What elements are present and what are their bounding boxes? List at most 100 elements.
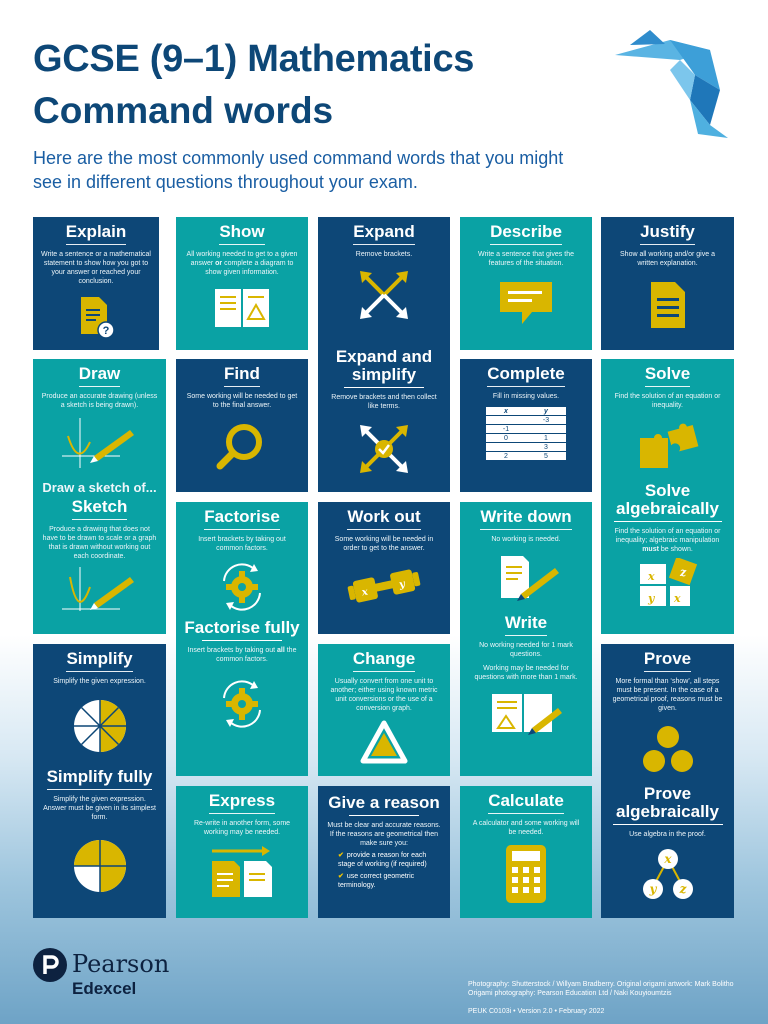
card-description: Show all working and/or give a written e… — [620, 251, 715, 267]
table-cell: x — [486, 407, 526, 416]
card-title: Solve — [644, 365, 691, 387]
expand-arrows-icon — [360, 271, 408, 319]
variable-x: x — [663, 852, 672, 866]
card-description: A calculator and some working will be ne… — [472, 820, 580, 836]
table-cell: 3 — [526, 442, 566, 452]
card-description: Produce a drawing that does not have to … — [42, 526, 157, 560]
page-subtitle: Command words — [33, 90, 334, 131]
brand-subname: Edexcel — [72, 979, 137, 998]
card-description: Use algebra in the proof. — [629, 831, 706, 838]
card-title: Express — [208, 792, 276, 814]
xyz-circles-icon: x y z — [642, 849, 693, 899]
card-expand: Expand Remove brackets. — [318, 217, 450, 350]
card-work-out: Work out Some working will be needed in … — [318, 502, 450, 634]
table-cell: -1 — [486, 424, 526, 434]
svg-text:?: ? — [103, 325, 110, 337]
table-row: -3 — [486, 415, 566, 425]
card-description: Fill in missing values. — [492, 393, 560, 400]
card-title: Describe — [490, 223, 562, 245]
card-calculate: Calculate A calculator and some working … — [460, 786, 592, 918]
card-title: Factorise — [204, 508, 280, 530]
card-title-secondary: Prove algebraically — [615, 784, 719, 821]
card-show: Show All working needed to get to a give… — [176, 217, 308, 350]
document-question-icon: ? — [81, 297, 115, 339]
card-title: Sketch — [71, 498, 128, 520]
expand-check-icon — [360, 425, 408, 473]
card-description: No working needed for 1 mark questions. — [479, 642, 573, 658]
table-cell — [486, 442, 526, 452]
card-title: Change — [352, 650, 416, 672]
card-title: Show — [219, 223, 265, 245]
card-description: Find the solution of an equation or ineq… — [614, 393, 721, 409]
card-title: Write down — [480, 508, 572, 530]
origami-dolphin-image — [615, 30, 728, 138]
card-describe: Describe Write a sentence that gives the… — [460, 217, 592, 350]
card-description: Write a sentence that gives the features… — [478, 251, 574, 267]
card-description: Insert brackets by taking out all the co… — [187, 647, 297, 663]
table-cell: 2 — [486, 451, 526, 461]
variable-x: x — [647, 570, 655, 583]
document-icon — [650, 282, 685, 328]
card-description-2: Working may be needed for questions with… — [474, 665, 578, 681]
card-find: Find Some working will be needed to get … — [176, 359, 308, 492]
card-description: Some working will be needed in order to … — [334, 536, 434, 552]
table-cell: 5 — [526, 451, 566, 461]
table-cell — [486, 415, 526, 425]
card-description: All working needed to get to a given ans… — [186, 251, 298, 276]
card-description: Remove brackets and then collect like te… — [331, 394, 437, 410]
document-reference: PEUK C0103i • Version 2.0 • February 202… — [468, 1008, 605, 1015]
variable-y: y — [648, 882, 657, 896]
reason-list: ✔ provide a reason for each stage of work… — [338, 851, 434, 890]
magnifying-glass-icon — [216, 424, 262, 470]
card-title: Complete — [487, 365, 565, 387]
list-item: ✔ use correct geometric terminology. — [338, 873, 415, 889]
speech-bubble-icon — [500, 282, 552, 324]
photo-credit: Photography: Shutterstock / Willyam Brad… — [468, 981, 734, 997]
puzzle-xy-icon: x y x z — [639, 558, 697, 606]
variable-z: z — [679, 566, 687, 579]
documents-arrow-icon — [212, 846, 272, 897]
open-book-triangle-icon — [215, 289, 269, 327]
card-title-secondary: Solve algebraically — [615, 481, 719, 518]
card-description: Remove brackets. — [355, 251, 413, 258]
triangle-icon — [360, 720, 408, 764]
table-cell — [526, 424, 566, 434]
three-circles-icon — [642, 726, 693, 772]
card-description: Find the solution of an equation or ineq… — [614, 528, 721, 553]
intro-text: Here are the most commonly used command … — [33, 148, 564, 192]
table-cell: y — [526, 407, 566, 416]
card-title-secondary: Factorise fully — [184, 618, 300, 637]
graph-pencil-icon — [61, 418, 134, 468]
pearson-logo-icon — [33, 948, 67, 982]
paper-pencil-icon — [501, 556, 559, 601]
card-draw-sketch: Draw Produce an accurate drawing (unless… — [33, 359, 166, 634]
card-justify: Justify Show all working and/or give a w… — [601, 217, 734, 350]
table-cell: 1 — [526, 433, 566, 443]
card-description: More formal than ‘show’, all steps must … — [612, 678, 723, 712]
calculator-icon — [506, 845, 546, 903]
table-row: -1 — [486, 424, 566, 434]
card-complete: Complete Fill in missing values. x y -3 … — [460, 359, 592, 492]
card-title: Justify — [640, 223, 695, 245]
check-icon: ✔ — [338, 873, 344, 880]
card-title: Explain — [65, 223, 127, 245]
pie-quarters-icon — [73, 840, 126, 892]
pie-eighths-icon — [73, 700, 126, 752]
card-title: Give a reason — [328, 793, 440, 812]
card-description: Simplify the given expression. Answer mu… — [43, 796, 156, 821]
dumbbell-xy-icon: x y — [347, 569, 421, 603]
table-cell: 0 — [486, 433, 526, 443]
table-header-row: x y — [486, 407, 566, 416]
card-description: Usually convert from one unit to another… — [330, 678, 438, 712]
card-title: Work out — [347, 508, 421, 530]
table-cell: -3 — [526, 415, 566, 425]
card-explain: Explain Write a sentence or a mathematic… — [33, 217, 159, 350]
open-book-pencil-icon — [492, 694, 562, 735]
card-write-down: Write down No working is needed. Write N… — [460, 502, 592, 776]
card-title-secondary: Simplify fully — [46, 768, 153, 790]
gear-cycle-icon — [223, 680, 261, 728]
variable-x: x — [673, 592, 681, 605]
card-prove: Prove More formal than ‘show’, all steps… — [601, 644, 734, 918]
